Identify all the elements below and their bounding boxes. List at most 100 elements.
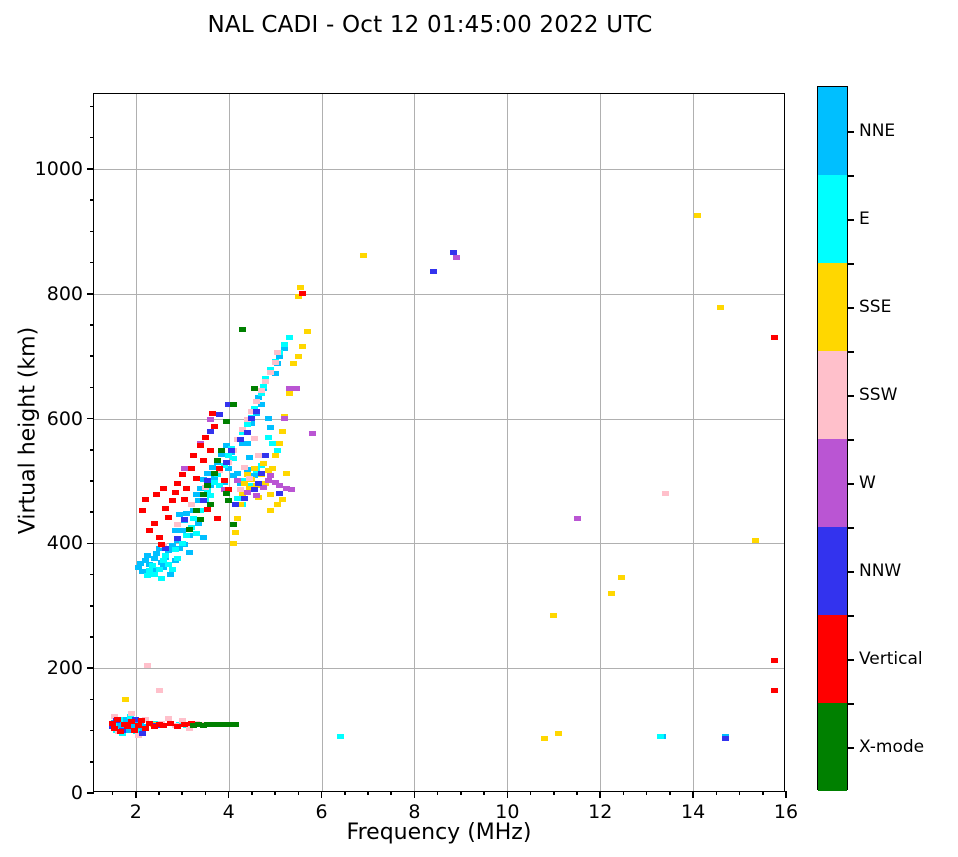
echo-marker [236,480,244,486]
y-tick-major [87,168,94,170]
echo-marker [262,378,270,384]
echo-marker [266,492,274,498]
echo-marker [236,487,244,493]
echo-marker [239,429,247,435]
y-tick-minor [90,729,94,732]
colorbar-boundary-tick [847,703,854,705]
echo-marker [155,534,163,540]
colorbar-tick [847,395,854,397]
echo-marker [271,453,279,459]
echo-marker [171,558,179,564]
echo-marker [297,284,305,290]
echo-marker [260,460,268,466]
x-tick-major [692,791,694,798]
echo-marker [204,483,212,489]
x-tick-major [599,791,602,798]
x-tick-label: 16 [773,801,799,823]
echo-marker [127,710,135,716]
echo-marker [197,517,205,523]
y-tick-minor [90,355,94,357]
echo-marker [213,515,221,521]
x-tick-major [134,791,137,798]
echo-marker [269,465,277,471]
colorbar-tick [847,659,854,661]
echo-marker [336,734,344,740]
echo-marker [232,721,240,727]
echo-marker [248,416,256,422]
echo-marker [167,572,175,578]
x-tick-minor [181,791,184,795]
colorbar-label-nne: NNE [859,121,896,141]
echo-marker [218,452,226,458]
x-tick-minor [367,791,369,795]
echo-marker [220,487,228,493]
echo-marker [174,522,182,528]
echo-marker [661,490,669,496]
echo-marker [278,497,286,503]
echo-marker [770,657,778,663]
echo-marker [292,386,300,392]
plot-canvas [94,94,784,791]
echo-marker [174,724,182,730]
echo-marker [299,291,307,297]
colorbar-tick [847,219,854,221]
gridline-horizontal [94,668,784,670]
colorbar-segment-x-mode [818,703,847,791]
x-tick-minor [204,791,207,795]
echo-marker [206,493,214,499]
echo-marker [278,428,286,434]
echo-marker [243,472,251,478]
colorbar-label-ssw: SSW [859,385,898,405]
echo-marker [174,480,182,486]
echo-marker [185,527,193,533]
echo-marker [136,560,144,566]
echo-marker [141,558,149,564]
echo-marker [234,470,242,476]
x-tick-minor [390,791,393,795]
echo-marker [155,545,163,551]
echo-marker [276,483,284,489]
echo-marker [257,387,265,393]
echo-marker [253,468,261,474]
colorbar-boundary-tick [847,527,854,529]
echo-marker [150,724,158,730]
echo-marker [239,327,247,333]
x-tick-minor [645,791,648,795]
y-tick-major [87,792,94,794]
echo-marker [204,721,212,727]
echo-marker [276,490,284,496]
echo-marker [162,545,170,551]
echo-marker [255,394,263,400]
echo-marker [271,479,279,485]
echo-marker [185,549,193,555]
echo-marker [178,718,186,724]
echo-marker [294,294,302,300]
echo-marker [276,353,284,359]
colorbar-segment-nnw [818,527,847,615]
echo-marker [222,418,230,424]
echo-marker [280,342,288,348]
echo-marker [266,369,274,375]
y-tick-minor [90,448,94,451]
echo-marker [204,506,212,512]
echo-marker [139,508,147,514]
colorbar-tick [847,483,854,485]
echo-marker [215,483,223,489]
y-tick-minor [90,698,94,701]
echo-marker [204,470,212,476]
echo-marker [239,427,247,433]
colorbar-segment-vertical [818,615,847,703]
y-tick-major [87,667,94,669]
x-tick-label: 10 [495,801,520,823]
colorbar-tick [847,747,854,749]
echo-marker [150,520,158,526]
echo-marker [199,498,207,504]
echo-marker [194,520,202,526]
echo-marker [155,687,163,693]
echo-marker [213,458,221,464]
echo-marker [294,353,302,359]
y-tick-minor [90,136,94,139]
echo-marker [266,508,274,514]
echo-marker [148,563,156,569]
echo-marker [171,547,179,553]
